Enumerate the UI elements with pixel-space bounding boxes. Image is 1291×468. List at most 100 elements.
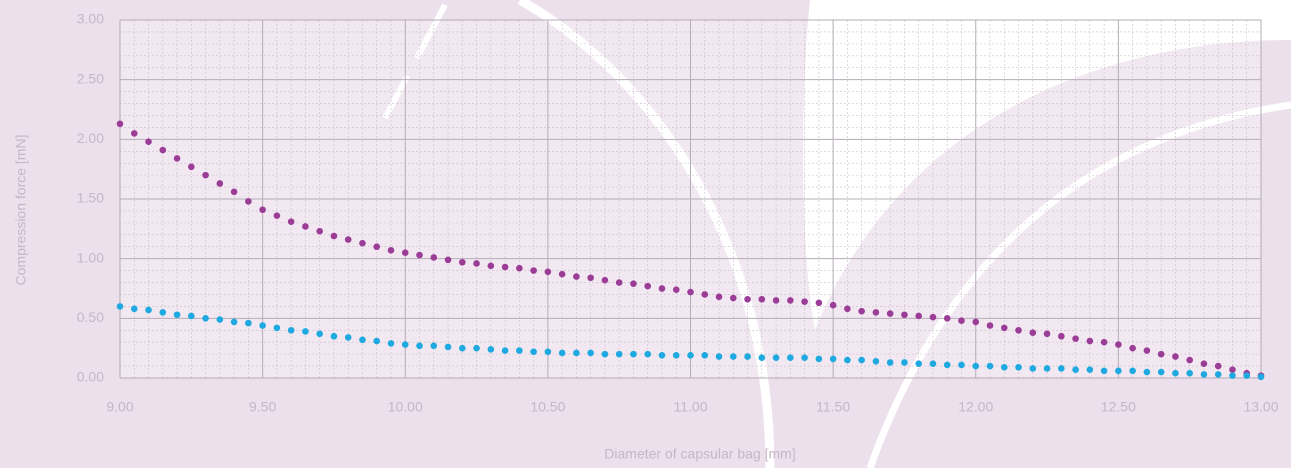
data-point: [1058, 333, 1065, 340]
data-point: [930, 314, 937, 321]
data-point: [459, 259, 466, 266]
data-point: [801, 298, 808, 305]
data-point: [744, 353, 751, 360]
data-point: [1058, 365, 1065, 372]
data-point: [545, 348, 552, 355]
data-point: [616, 351, 623, 358]
x-tick-label: 10.00: [388, 399, 423, 415]
data-point: [616, 279, 623, 286]
y-tick-label: 0.00: [77, 369, 104, 385]
data-point: [174, 311, 181, 318]
x-tick-label: 11.00: [674, 399, 708, 415]
data-point: [587, 350, 594, 357]
data-point: [174, 155, 181, 162]
data-point: [1129, 345, 1136, 352]
x-tick-label: 10.50: [530, 399, 565, 415]
data-point: [673, 286, 680, 293]
data-point: [145, 138, 152, 145]
data-point: [644, 351, 651, 358]
data-point: [545, 268, 552, 275]
data-point: [1015, 364, 1022, 371]
data-point: [573, 350, 580, 357]
data-point: [1030, 365, 1037, 372]
data-point: [1087, 338, 1094, 345]
x-tick-label: 9.00: [106, 399, 133, 415]
data-point: [217, 316, 224, 323]
data-point: [801, 354, 808, 361]
data-point: [1201, 360, 1208, 367]
data-point: [345, 236, 352, 243]
data-point: [488, 263, 495, 270]
data-point: [402, 249, 409, 256]
data-point: [516, 265, 523, 272]
data-point: [673, 352, 680, 359]
data-point: [359, 240, 366, 247]
data-point: [573, 273, 580, 280]
data-point: [787, 297, 794, 304]
data-point: [259, 206, 266, 213]
data-point: [730, 353, 737, 360]
data-point: [117, 303, 124, 310]
data-point: [958, 317, 965, 324]
data-point: [488, 346, 495, 353]
data-point: [145, 307, 152, 314]
data-point: [159, 309, 166, 316]
data-point: [1030, 329, 1037, 336]
data-point: [1072, 366, 1079, 373]
data-point: [1229, 372, 1236, 379]
data-point: [587, 274, 594, 281]
data-point: [388, 247, 395, 254]
data-point: [245, 198, 252, 205]
data-point: [759, 354, 766, 361]
y-tick-label: 3.00: [77, 11, 104, 27]
data-point: [416, 252, 423, 259]
data-point: [887, 359, 894, 366]
data-point: [259, 322, 266, 329]
data-point: [1172, 353, 1179, 360]
data-point: [915, 360, 922, 367]
data-point: [944, 315, 951, 322]
data-point: [459, 345, 466, 352]
data-point: [630, 351, 637, 358]
data-point: [1072, 335, 1079, 342]
data-point: [1101, 339, 1108, 346]
data-point: [901, 311, 908, 318]
data-point: [816, 300, 823, 307]
data-point: [701, 352, 708, 359]
data-point: [659, 352, 666, 359]
data-point: [773, 354, 780, 361]
x-tick-label: 9.50: [249, 399, 276, 415]
data-point: [202, 172, 209, 179]
data-point: [559, 271, 566, 278]
data-point: [1001, 325, 1008, 332]
data-point: [316, 228, 323, 235]
data-point: [816, 356, 823, 363]
data-point: [473, 345, 480, 352]
data-point: [159, 147, 166, 154]
data-point: [430, 254, 437, 261]
data-point: [202, 315, 209, 322]
x-tick-label: 11.50: [816, 399, 850, 415]
data-point: [1144, 369, 1151, 376]
data-point: [288, 327, 295, 334]
data-point: [1015, 327, 1022, 334]
x-axis-label: Diameter of capsular bag [mm]: [604, 446, 795, 462]
data-point: [1044, 365, 1051, 372]
data-point: [388, 340, 395, 347]
data-point: [1129, 368, 1136, 375]
data-point: [773, 297, 780, 304]
data-point: [972, 363, 979, 370]
y-tick-label: 1.50: [77, 190, 104, 206]
data-point: [416, 342, 423, 349]
x-tick-label: 12.50: [1101, 399, 1136, 415]
data-point: [1172, 370, 1179, 377]
data-point: [274, 325, 281, 332]
data-point: [602, 351, 609, 358]
data-point: [1243, 372, 1250, 379]
data-point: [1001, 364, 1008, 371]
data-point: [302, 223, 309, 230]
data-point: [701, 291, 708, 298]
data-point: [1201, 371, 1208, 378]
data-point: [188, 163, 195, 170]
data-point: [302, 328, 309, 335]
